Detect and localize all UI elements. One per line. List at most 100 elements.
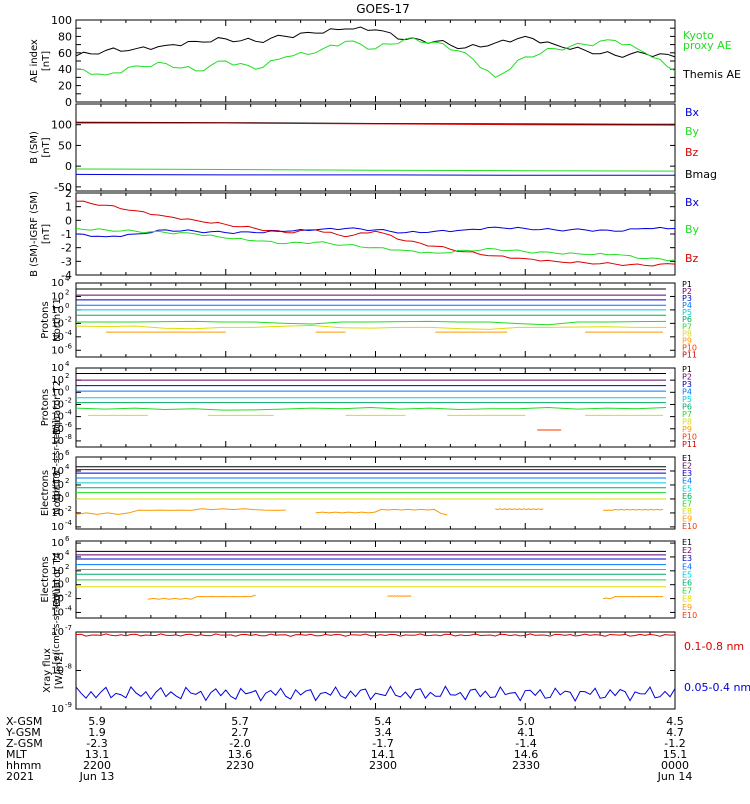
legend-0-1-0-8-nm: 0.1-0.8 nm xyxy=(684,640,744,653)
y-tick-label: 10 xyxy=(51,278,64,289)
legend-e4: E4 xyxy=(682,477,692,486)
series-e9 xyxy=(495,508,544,511)
footer-cell: 0000 xyxy=(661,759,689,772)
legend-p4: P4 xyxy=(682,301,692,310)
y-tick-label: 50 xyxy=(58,139,72,152)
y-tick-label: 20 xyxy=(58,80,72,93)
y-tick-exponent: -2 xyxy=(65,315,72,323)
footer-cell: 14.6 xyxy=(514,748,539,761)
series-p7 xyxy=(75,406,667,411)
y-axis-label: [nT] xyxy=(41,137,52,157)
panel-frame xyxy=(75,282,676,358)
footer-cell: 2300 xyxy=(369,759,397,772)
y-axis-label: North T3 xyxy=(52,471,63,515)
y-tick-exponent: 4 xyxy=(65,360,70,368)
y-tick-label: 10 xyxy=(51,704,64,715)
y-tick-label: 1 xyxy=(65,201,72,214)
footer-cell: 2200 xyxy=(83,759,111,772)
legend-p6: P6 xyxy=(682,403,692,412)
footer-cell: 5.4 xyxy=(374,715,392,728)
legend-by: By xyxy=(685,125,700,138)
footer-row-label: MLT xyxy=(6,748,27,761)
y-tick-label: 10 xyxy=(51,387,64,398)
y-tick-label: 10 xyxy=(51,412,64,423)
series-e9 xyxy=(387,595,412,597)
y-axis-label: Equator T2 xyxy=(52,380,63,435)
y-tick-label: 100 xyxy=(51,119,72,132)
y-tick-exponent: 4 xyxy=(65,275,70,283)
footer-cell: -2.3 xyxy=(86,737,107,750)
y-tick-label: 10 xyxy=(51,375,64,386)
series-e9 xyxy=(75,508,286,515)
y-tick-exponent: 2 xyxy=(65,477,69,485)
y-tick-label: 10 xyxy=(51,332,64,343)
footer-row-label: Y-GSM xyxy=(5,726,41,739)
legend-bx: Bx xyxy=(685,196,700,209)
y-tick-exponent: 2 xyxy=(65,563,69,571)
footer-cell: 1.9 xyxy=(88,726,106,739)
legend-e5: E5 xyxy=(682,570,692,579)
y-tick-exponent: 4 xyxy=(65,463,70,471)
proton-unit-label: [p/(cm²-s-sr-keV)] xyxy=(52,421,62,500)
legend-themis-ae: Themis AE xyxy=(682,68,741,81)
y-tick-label: 10 xyxy=(51,291,64,302)
legend-p2: P2 xyxy=(682,373,692,382)
footer-cell: 13.1 xyxy=(85,748,110,761)
legend-e1: E1 xyxy=(682,538,692,547)
y-tick-exponent: -4 xyxy=(65,409,73,417)
y-tick-exponent: 0 xyxy=(65,302,69,310)
y-tick-exponent: 0 xyxy=(65,384,69,392)
series-bx xyxy=(75,226,676,238)
footer-cell: 4.1 xyxy=(517,726,535,739)
legend-e2: E2 xyxy=(682,462,692,471)
y-tick-label: 0 xyxy=(65,214,72,227)
y-tick-exponent: -2 xyxy=(65,505,72,513)
legend-p7: P7 xyxy=(682,410,692,419)
legend-p1: P1 xyxy=(682,280,692,289)
y-tick-label: 10 xyxy=(51,566,64,577)
y-tick-label: 10 xyxy=(51,666,64,677)
y-tick-label: 10 xyxy=(51,399,64,410)
panel-bsm: -50 0 50 100 B (SM) [nT] Bx By Bz Bmag xyxy=(29,103,717,194)
footer-cell: -2.0 xyxy=(229,737,250,750)
footer-cell: 2230 xyxy=(226,759,254,772)
y-tick-exponent: -7 xyxy=(65,624,72,632)
footer-cell: 4.5 xyxy=(666,715,684,728)
footer-cell: -1.2 xyxy=(664,737,685,750)
legend-p9: P9 xyxy=(682,336,692,345)
y-axis-label: Protons xyxy=(40,301,51,338)
footer-cell: 14.1 xyxy=(371,748,396,761)
series-group xyxy=(76,550,667,600)
y-tick-label: 10 xyxy=(51,424,64,435)
y-tick-exponent: -9 xyxy=(65,701,72,709)
legend-p7: P7 xyxy=(682,322,692,331)
y-tick-exponent: -8 xyxy=(65,433,72,441)
legend-e10: E10 xyxy=(682,522,697,531)
legend-p3: P3 xyxy=(682,294,692,303)
legend-by: By xyxy=(685,223,700,236)
y-axis-label: AE index xyxy=(29,39,40,83)
y-tick-label: 10 xyxy=(51,305,64,316)
y-axis-label: [W/m2] xyxy=(54,652,65,689)
series-bz xyxy=(75,200,676,267)
y-axis-label: Xray flux xyxy=(42,648,53,693)
y-tick-label: 10 xyxy=(51,607,64,618)
y-axis-label: Electrons xyxy=(40,556,51,602)
y-axis-label: [nT] xyxy=(41,224,52,244)
y-tick-label: -3 xyxy=(61,255,72,268)
y-axis-label: Equator T4 xyxy=(52,552,63,607)
y-tick-exponent: -2 xyxy=(65,396,72,404)
footer-cell: 5.7 xyxy=(231,715,249,728)
footer-row-label: hhmm xyxy=(6,759,41,772)
y-tick-label: 10 xyxy=(51,318,64,329)
legend-p5: P5 xyxy=(682,395,692,404)
legend-p11: P11 xyxy=(682,440,697,449)
y-tick-label: 10 xyxy=(51,552,64,563)
panel-frame xyxy=(75,103,676,192)
